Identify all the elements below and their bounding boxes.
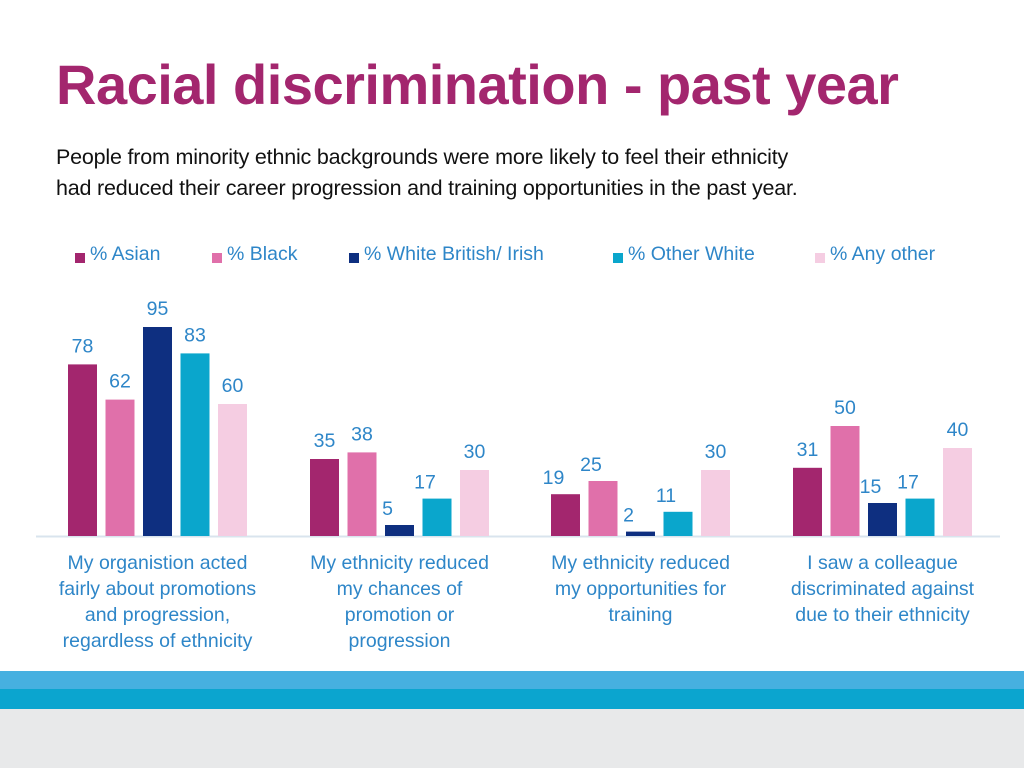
bar xyxy=(460,470,489,536)
bar xyxy=(588,481,618,536)
data-label: 15 xyxy=(860,476,882,498)
bar xyxy=(180,353,210,536)
category-label-line: My ethnicity reduced xyxy=(310,552,489,574)
category-label-line: promotion or xyxy=(344,604,455,626)
bar xyxy=(626,531,655,536)
bar xyxy=(905,498,935,536)
data-label: 11 xyxy=(656,485,676,507)
category-labels: My organistion acted fairly about promoti… xyxy=(0,548,1024,658)
bar xyxy=(793,467,822,536)
category-label-line: I saw a colleague xyxy=(807,552,958,574)
bar xyxy=(830,426,860,536)
legend-swatch xyxy=(349,253,359,263)
category-label-line: My organistion acted xyxy=(67,552,248,574)
bar xyxy=(943,448,972,536)
subtitle-line: People from minority ethnic backgrounds … xyxy=(56,145,789,169)
subtitle-line: had reduced their career progression and… xyxy=(56,176,798,200)
data-label: 95 xyxy=(147,298,169,320)
bar xyxy=(868,503,897,536)
legend-swatch xyxy=(75,253,85,263)
category-label: My ethnicity reduced my opportunities for… xyxy=(526,550,756,628)
data-label: 60 xyxy=(222,375,244,397)
bar xyxy=(422,498,452,536)
bar xyxy=(105,399,135,536)
footer-band-grey xyxy=(0,709,1024,768)
legend-swatch xyxy=(613,253,623,263)
category-label-line: discriminated against xyxy=(790,578,975,600)
category-label-line: my chances of xyxy=(336,578,463,600)
page-title: Racial discrimination - past year xyxy=(56,53,899,116)
data-label: 30 xyxy=(464,441,486,463)
category-label-line: regardless of ethnicity xyxy=(62,630,253,652)
legend-entry: % Any other xyxy=(830,243,936,265)
bar xyxy=(310,459,339,536)
data-label: 50 xyxy=(834,397,856,419)
bar xyxy=(551,494,580,536)
data-label: 2 xyxy=(623,505,634,527)
legend-entry: % White British/ Irish xyxy=(364,243,544,265)
bar-chart: % Asian % Black % White British/ Irish % Ot… xyxy=(36,243,1000,538)
category-label-line: progression xyxy=(348,630,451,652)
data-label: 19 xyxy=(543,467,565,489)
data-label: 35 xyxy=(314,430,336,452)
bar xyxy=(663,511,693,536)
category-label-line: my opportunities for xyxy=(554,578,727,600)
category-label-line: and progression, xyxy=(84,604,231,626)
category-label: My organistion acted fairly about promoti… xyxy=(43,550,273,654)
bar xyxy=(347,452,377,536)
legend-swatch xyxy=(815,253,825,263)
category-label-line: due to their ethnicity xyxy=(795,604,970,626)
legend-entry: % Other White xyxy=(628,243,755,265)
footer-band-dark xyxy=(0,689,1024,709)
data-label: 62 xyxy=(109,371,131,393)
bar xyxy=(143,327,172,536)
data-label: 40 xyxy=(947,419,969,441)
data-label: 5 xyxy=(382,498,393,520)
data-label: 31 xyxy=(797,439,819,461)
data-label: 17 xyxy=(414,472,436,494)
bar xyxy=(701,470,730,536)
category-label: I saw a colleague discriminated against du… xyxy=(768,550,998,628)
footer-band-light xyxy=(0,671,1024,689)
legend-entry: % Asian xyxy=(90,243,160,265)
legend-entry: % Black xyxy=(227,243,298,265)
bar xyxy=(218,404,247,536)
category-label-line: training xyxy=(608,604,673,626)
category-label: My ethnicity reduced my chances of promoti… xyxy=(285,550,515,654)
data-label: 38 xyxy=(351,423,373,445)
category-label-line: My ethnicity reduced xyxy=(551,552,730,574)
legend-swatch xyxy=(212,253,222,263)
bar xyxy=(385,525,414,536)
bar xyxy=(68,364,97,536)
page-subtitle: People from minority ethnic backgrounds … xyxy=(56,142,996,204)
data-label: 78 xyxy=(72,335,94,357)
data-label: 83 xyxy=(184,324,206,346)
data-label: 17 xyxy=(897,472,919,494)
data-label: 25 xyxy=(580,454,602,476)
category-label-line: fairly about promotions xyxy=(58,578,257,600)
data-label: 30 xyxy=(705,441,727,463)
